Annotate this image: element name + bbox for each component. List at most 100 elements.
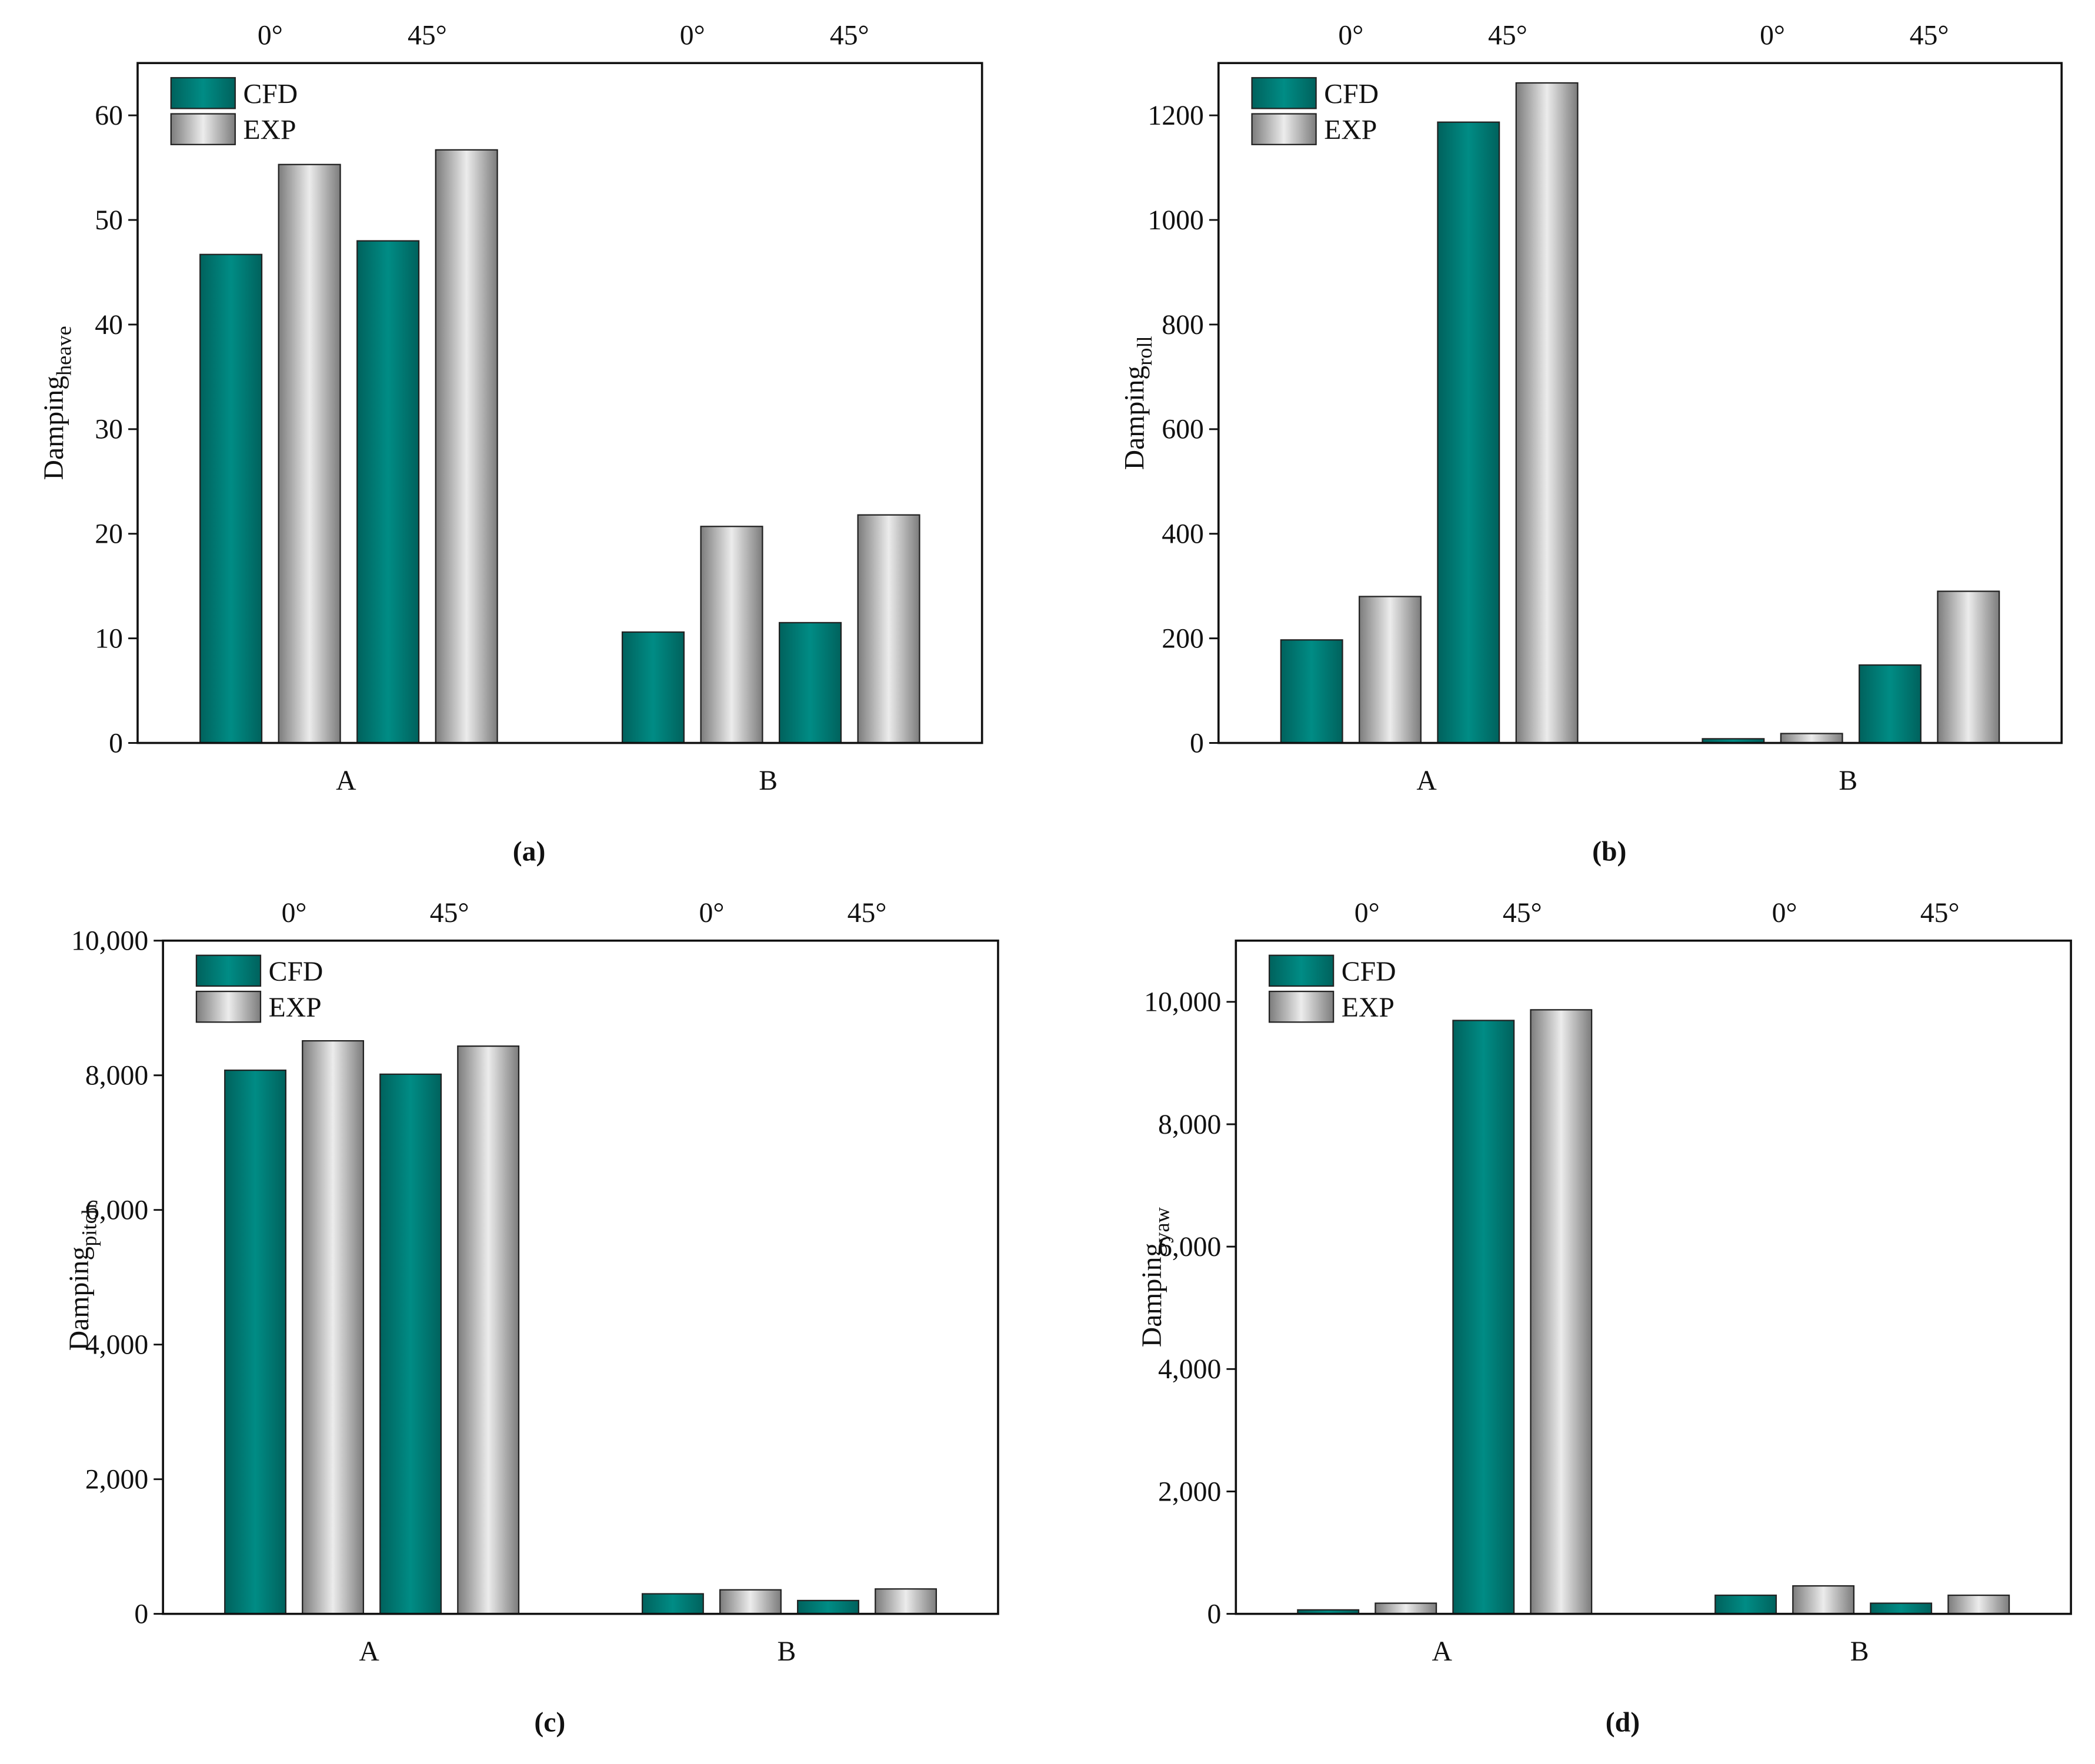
bar — [302, 1040, 365, 1615]
y-tick-label: 2,000 — [1158, 1476, 1221, 1507]
y-tick-label: 1200 — [1147, 100, 1203, 131]
x-tick-label: B — [1850, 1636, 1869, 1667]
y-tick-label: 200 — [1162, 623, 1204, 654]
x-tick-label: A — [336, 765, 356, 796]
panel-label: (d) — [1606, 1707, 1640, 1738]
y-tick-label: 400 — [1162, 519, 1204, 550]
bar — [1515, 82, 1579, 744]
legend-label: CFD — [1342, 956, 1396, 987]
top-label: 0° — [1338, 19, 1363, 51]
y-axis-label-sub: heave — [52, 326, 75, 376]
top-label: 45° — [830, 19, 869, 51]
plot-frame — [162, 939, 999, 1615]
y-tick-label: 10,000 — [71, 926, 148, 957]
legend-swatch — [170, 77, 236, 109]
legend-label: CFD — [1324, 78, 1379, 109]
y-tick-label: 50 — [95, 205, 123, 236]
bar — [778, 622, 842, 744]
y-tick-label: 1000 — [1147, 205, 1203, 236]
y-tick-label: 0 — [109, 727, 123, 759]
legend-swatch — [195, 954, 262, 987]
top-label: 0° — [258, 19, 283, 51]
x-tick-label: B — [778, 1636, 796, 1667]
y-tick-label: 10,000 — [1144, 987, 1221, 1018]
legend-label: CFD — [243, 78, 298, 109]
y-axis-label-main: Damping — [38, 376, 69, 480]
bar — [857, 514, 920, 744]
bar — [797, 1599, 859, 1615]
bar — [1437, 121, 1500, 744]
legend-label: EXP — [1342, 992, 1395, 1023]
top-label: 0° — [680, 19, 705, 51]
bar — [278, 163, 341, 744]
bar — [1859, 664, 1921, 744]
top-label: 45° — [408, 19, 447, 51]
bar — [199, 253, 263, 744]
bar — [1947, 1594, 2010, 1615]
legend-swatch — [1268, 954, 1335, 987]
top-label: 45° — [1503, 897, 1542, 928]
top-label: 0° — [1772, 897, 1797, 928]
legend-swatch — [195, 990, 262, 1023]
bar — [1780, 733, 1843, 744]
top-label: 45° — [430, 897, 469, 928]
y-tick-label: 8,000 — [1158, 1109, 1221, 1140]
y-axis-label-main: Damping — [1136, 1243, 1167, 1347]
plot-frame — [1235, 939, 2072, 1615]
panel-label: (a) — [513, 836, 546, 867]
x-tick-label: B — [1839, 765, 1857, 796]
legend-label: EXP — [269, 992, 322, 1023]
y-axis-label: Dampingyaw — [1136, 1207, 1174, 1347]
y-tick-label: 40 — [95, 309, 123, 340]
y-axis-label-sub: yaw — [1150, 1207, 1174, 1242]
top-label: 0° — [699, 897, 724, 928]
bar — [1375, 1602, 1437, 1615]
legend-label: EXP — [243, 115, 296, 146]
bar — [1530, 1009, 1593, 1615]
panel-label: (b) — [1592, 836, 1626, 867]
bar — [1870, 1602, 1933, 1615]
top-label: 45° — [1910, 19, 1949, 51]
x-tick-label: A — [1432, 1636, 1452, 1667]
x-tick-label: B — [759, 765, 778, 796]
top-label: 0° — [1355, 897, 1380, 928]
bar — [875, 1588, 938, 1615]
y-axis-label-main: Damping — [1119, 366, 1150, 470]
y-tick-label: 30 — [95, 414, 123, 445]
bar — [1937, 590, 2000, 744]
x-tick-label: A — [359, 1636, 379, 1667]
y-tick-label: 800 — [1162, 309, 1204, 340]
legend-swatch — [1268, 990, 1335, 1023]
y-axis-label: Dampingpitch — [64, 1204, 101, 1351]
top-label: 0° — [282, 897, 307, 928]
y-axis-label-sub: roll — [1133, 336, 1156, 365]
plot-frame — [136, 62, 983, 744]
bar — [719, 1589, 782, 1615]
top-label: 45° — [1488, 19, 1527, 51]
bar — [224, 1069, 286, 1615]
y-tick-label: 600 — [1162, 414, 1204, 445]
plot-frame — [1217, 62, 2063, 744]
bar — [621, 631, 685, 744]
y-tick-label: 6,000 — [1158, 1231, 1221, 1262]
y-axis-label: Dampingroll — [1119, 336, 1157, 470]
bar — [379, 1073, 442, 1615]
bar — [641, 1593, 704, 1615]
legend-swatch — [170, 113, 236, 145]
bar — [1280, 639, 1343, 744]
y-tick-label: 2,000 — [85, 1464, 148, 1495]
legend-label: EXP — [1324, 115, 1377, 146]
y-tick-label: 60 — [95, 100, 123, 131]
y-axis-label-sub: pitch — [78, 1204, 101, 1247]
legend-label: CFD — [269, 956, 323, 987]
y-axis-label: Dampingheave — [38, 326, 76, 480]
y-axis-label-main: Damping — [64, 1247, 95, 1351]
panel-label: (c) — [534, 1707, 565, 1738]
legend-swatch — [1251, 77, 1317, 109]
y-tick-label: 6,000 — [85, 1195, 148, 1226]
bar — [1359, 596, 1422, 744]
x-tick-label: A — [1416, 765, 1437, 796]
y-tick-label: 4,000 — [85, 1329, 148, 1361]
bar — [435, 149, 498, 744]
